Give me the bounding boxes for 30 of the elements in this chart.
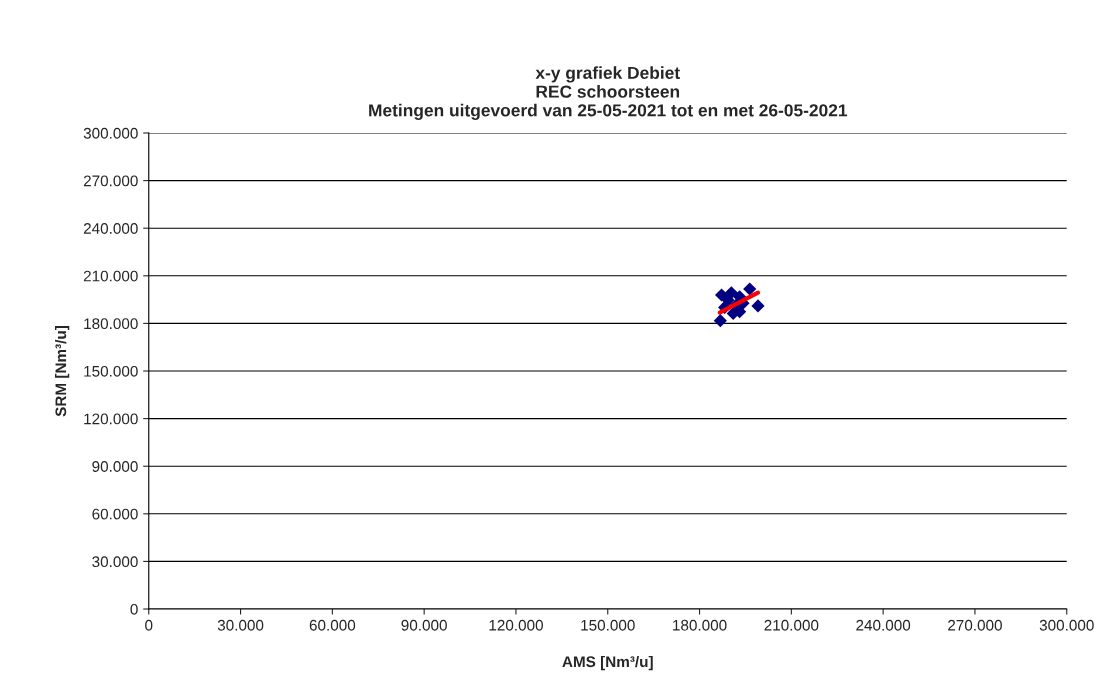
- y-tick-label: 300.000: [83, 127, 138, 139]
- x-tick-label: 240.000: [856, 619, 911, 631]
- x-tick-label: 270.000: [948, 619, 1002, 631]
- y-tick-label: 60.000: [92, 508, 138, 520]
- point: [751, 299, 765, 313]
- point: [713, 314, 727, 328]
- x-tick-label: 0: [145, 619, 153, 631]
- y-tick-label: 180.000: [84, 318, 138, 330]
- y-tick-label: 0: [130, 603, 138, 615]
- point: [714, 288, 729, 302]
- x-tick-label: 90.000: [401, 619, 447, 631]
- y-tick-label: 90.000: [92, 461, 138, 472]
- x-tick-label: 210.000: [764, 619, 819, 631]
- point: [743, 282, 757, 296]
- x-tick-label: 180.000: [673, 619, 727, 631]
- x-tick-label: 60.000: [309, 619, 356, 631]
- y-tick-label: 210.000: [83, 270, 138, 282]
- y-tick-label: 30.000: [92, 556, 138, 568]
- x-tick-label: 150.000: [581, 619, 635, 631]
- chart-title: x-y grafiek Debiet REC schoorsteen Metingen uitgevoerd van 25-05-2021 tot en met 26-05-2021: [369, 66, 848, 120]
- y-axis-title: SRM [Nm³/u]: [55, 326, 70, 417]
- point: [721, 293, 735, 307]
- y-tick-label: 120.000: [84, 413, 138, 425]
- y-tick-label: 240.000: [83, 223, 138, 234]
- x-axis-title: AMS [Nm³/u]: [562, 655, 653, 671]
- x-tick-label: 120.000: [489, 619, 543, 631]
- y-tick-label: 150.000: [84, 365, 138, 377]
- y-tick-label: 270.000: [83, 175, 138, 187]
- x-tick-label: 30.000: [217, 619, 264, 631]
- x-tick-label: 300.000: [1039, 619, 1094, 631]
